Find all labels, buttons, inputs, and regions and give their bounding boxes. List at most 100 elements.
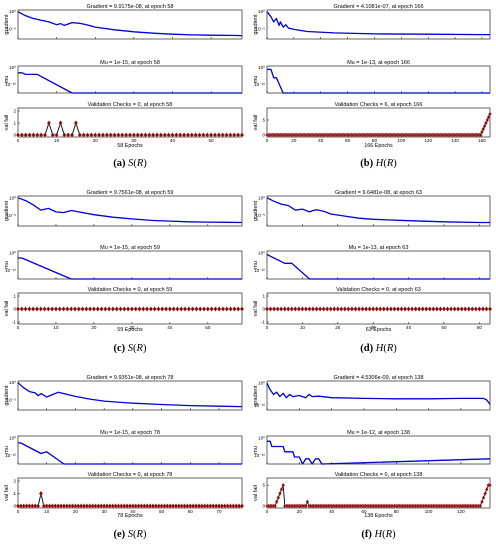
caption-arg: R xyxy=(136,529,144,540)
val-marker xyxy=(116,132,121,138)
mu-title: Mu = 1e-12, at epoch 138 xyxy=(347,430,410,436)
mu-series-line xyxy=(267,68,490,94)
val-marker xyxy=(410,306,415,312)
val-marker xyxy=(239,503,245,509)
val-marker xyxy=(279,486,284,492)
mu-ytick-label: 10⁻¹⁰ xyxy=(5,268,16,273)
val-marker xyxy=(279,306,284,312)
val-ytick-label: 0 xyxy=(13,307,16,312)
val-marker xyxy=(449,306,454,312)
val-marker xyxy=(112,132,117,138)
val-marker xyxy=(482,123,487,129)
caption-arg: R xyxy=(385,529,393,540)
val-marker xyxy=(182,132,187,138)
gradient-ylabel: gradient xyxy=(4,385,10,406)
val-marker xyxy=(198,306,203,312)
val-panel: Validation Checks = 0, at epoch 59 val fa… xyxy=(4,287,245,325)
val-ytick-label: 0 xyxy=(262,504,265,509)
gradient-ylabel: gradient xyxy=(253,200,259,221)
mu-series-line xyxy=(18,72,242,94)
gradient-ytick-label: 10⁻¹⁰ xyxy=(254,403,265,408)
gradient-axes-box xyxy=(17,380,243,411)
val-marker xyxy=(484,120,488,126)
val-marker xyxy=(353,306,358,312)
caption-math: S xyxy=(128,158,134,169)
val-marker xyxy=(179,306,184,312)
val-panel: Validation Checks = 6, at epoch 166 val f… xyxy=(253,102,492,138)
val-title: Validation Checks = 0, at epoch 138 xyxy=(335,472,423,478)
chart-e: Gradient = 9.9351e-08, at epoch 78 gradie… xyxy=(4,375,245,540)
val-marker xyxy=(175,306,180,312)
val-marker xyxy=(104,503,110,509)
gradient-series-line xyxy=(17,382,243,408)
val-marker xyxy=(199,503,204,509)
val-marker xyxy=(183,306,188,312)
val-marker xyxy=(427,306,432,312)
xlabel: 166 Epochs xyxy=(364,143,393,149)
val-marker xyxy=(272,306,277,312)
gradient-title: Gradient = 9.7561e-08, at epoch 59 xyxy=(87,190,174,196)
val-marker xyxy=(459,306,464,312)
xtick-label: 50 xyxy=(159,509,165,514)
val-marker xyxy=(268,306,273,312)
val-marker xyxy=(346,306,351,312)
val-marker xyxy=(96,503,101,509)
val-marker xyxy=(59,503,64,509)
val-marker xyxy=(114,306,119,312)
xtick-label: 0 xyxy=(266,325,269,330)
val-marker xyxy=(24,503,29,509)
val-marker xyxy=(182,503,187,509)
val-marker xyxy=(273,503,277,509)
val-marker xyxy=(142,503,147,509)
caption-arg: R xyxy=(386,343,394,354)
val-marker xyxy=(307,306,312,312)
mu-ylabel: mu xyxy=(253,261,259,269)
val-marker xyxy=(201,306,207,312)
val-marker xyxy=(466,306,471,312)
mu-series-line xyxy=(18,257,242,280)
xlabel: 78 Epochs xyxy=(117,513,143,519)
val-marker xyxy=(56,503,61,509)
xtick-label: 50 xyxy=(205,325,211,330)
val-marker xyxy=(452,306,457,312)
val-marker xyxy=(174,132,179,138)
val-marker xyxy=(191,503,196,509)
caption: (e) S(R) xyxy=(114,529,147,540)
xtick-label: 20 xyxy=(91,325,97,330)
val-marker xyxy=(237,503,242,509)
gradient-ytick-label: 10⁻⁵ xyxy=(7,397,17,402)
val-marker xyxy=(402,306,408,312)
val-title: Validation Checks = 6, at epoch 166 xyxy=(335,102,423,108)
val-marker xyxy=(228,503,233,509)
val-marker xyxy=(95,306,100,312)
val-marker xyxy=(219,503,224,509)
val-marker xyxy=(305,499,310,505)
mu-ytick-label: 10⁻¹⁰ xyxy=(5,82,16,87)
val-marker xyxy=(73,120,78,126)
val-marker xyxy=(165,503,170,509)
val-marker xyxy=(79,503,84,509)
val-marker xyxy=(58,120,63,126)
val-marker xyxy=(209,132,214,138)
caption: (f) H(R) xyxy=(361,529,396,540)
val-marker xyxy=(205,503,210,509)
val-marker xyxy=(158,132,163,138)
val-marker xyxy=(84,306,89,312)
caption-paren-open: ( xyxy=(382,529,386,540)
mu-ytick-label: 10⁰ xyxy=(9,65,16,70)
val-marker xyxy=(166,132,171,138)
val-marker xyxy=(208,503,213,509)
xtick-label: 50 xyxy=(209,138,215,143)
mu-ytick-label: 10⁰ xyxy=(9,435,16,440)
caption-paren-close: ) xyxy=(393,343,397,354)
val-marker xyxy=(76,503,81,509)
val-marker xyxy=(90,503,95,509)
mu-ylabel: mu xyxy=(4,261,10,269)
val-ytick-label: 1 xyxy=(13,294,16,299)
caption-arg: R xyxy=(136,158,144,169)
val-marker xyxy=(178,132,183,138)
val-marker xyxy=(413,306,418,312)
val-marker xyxy=(88,306,93,312)
val-marker xyxy=(131,132,136,138)
